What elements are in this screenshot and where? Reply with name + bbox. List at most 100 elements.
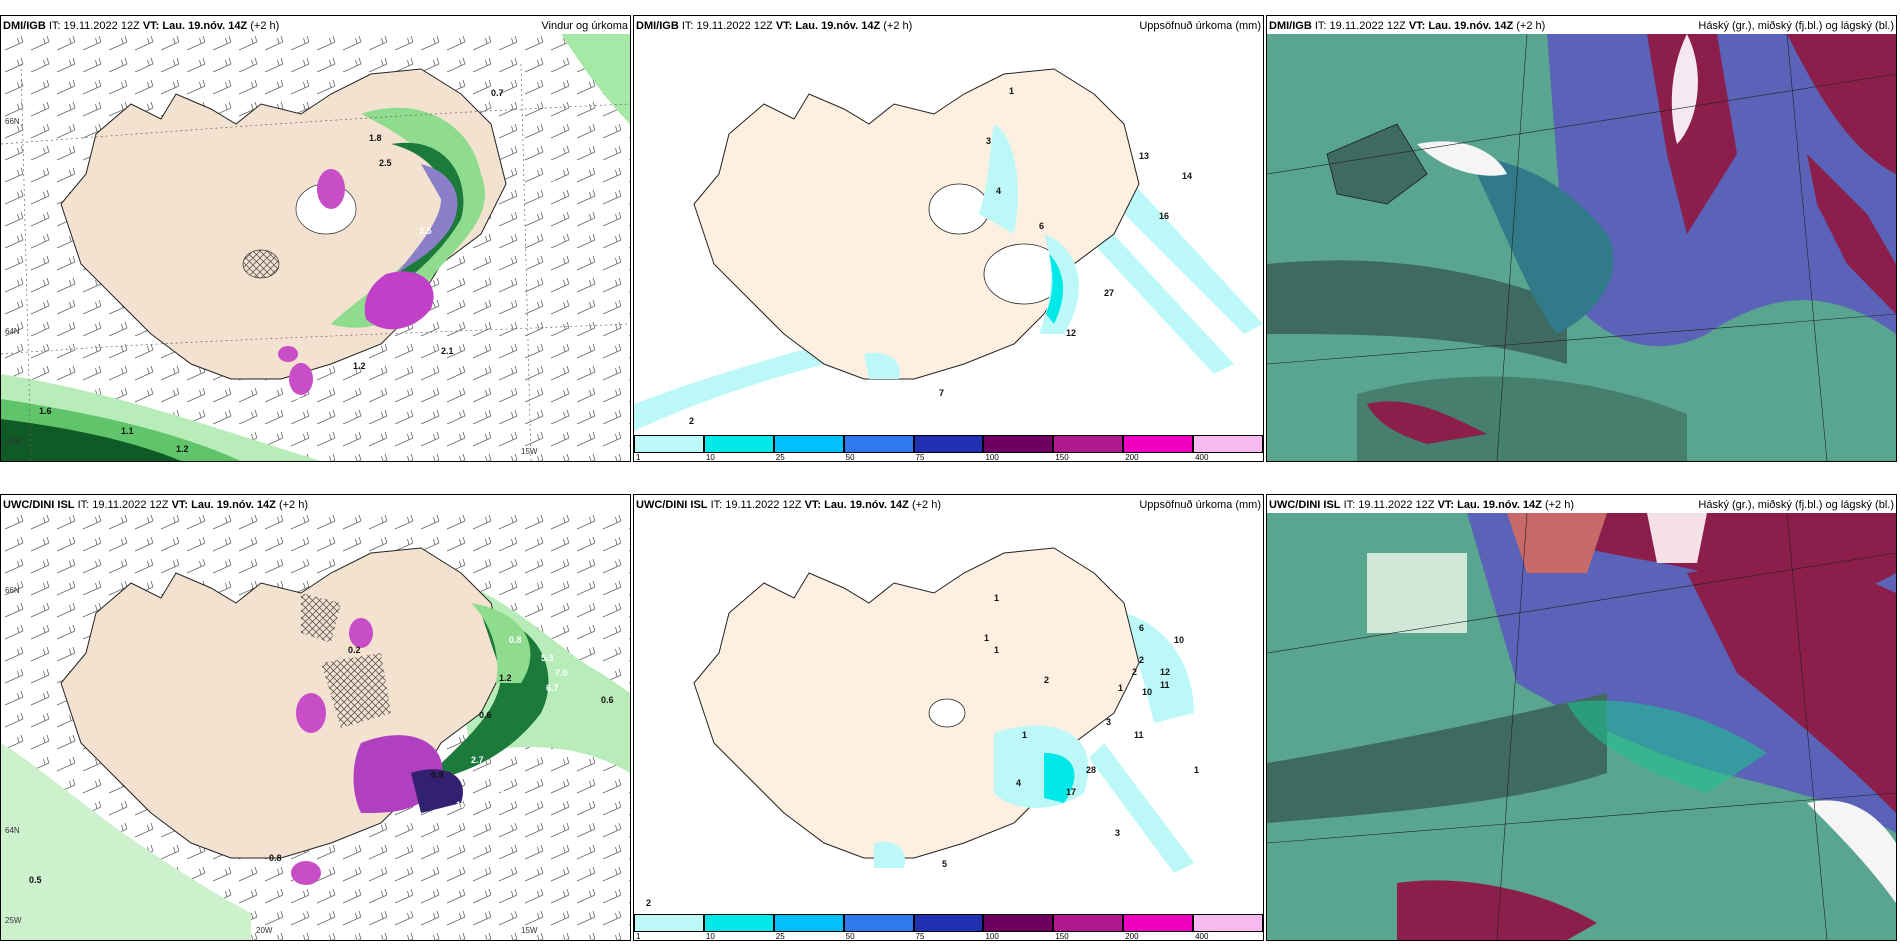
value-label: 16 (1159, 211, 1169, 221)
valid-time: Lau. 19.nóv. 14Z (162, 20, 248, 32)
value-label: 6 (1139, 623, 1144, 633)
value-label: 1 (994, 645, 999, 655)
value-label: 5 (942, 859, 947, 869)
value-label: 10 (1142, 687, 1152, 697)
value-label: 2 (689, 416, 694, 426)
panel-accum-precip-uwc: UWC/DINI ISL IT: 19.11.2022 12Z VT: Lau.… (633, 494, 1264, 941)
colorbar-swatch (703, 435, 774, 453)
valid-time: Lau. 19.nóv. 14Z (191, 499, 276, 511)
lat-label: 66N (5, 586, 20, 595)
lead-time: (+2 h) (911, 499, 942, 511)
vt-prefix: VT: (804, 499, 822, 511)
value-label: 3 (986, 136, 991, 146)
value-label: 0.6 (479, 710, 492, 720)
wind-map: 66N 64N 25W 20W 15W 0.8 5.3 7.0 6.7 0.6 … (1, 513, 630, 940)
value-label: 28 (1086, 765, 1096, 775)
value-label: 7.0 (555, 668, 568, 678)
init-time: 19.11.2022 12Z (1358, 499, 1435, 511)
value-label: 1.1 (121, 426, 134, 436)
it-prefix: IT: (77, 499, 90, 511)
accum-map-canvas: 1 3 4 6 13 14 16 27 12 7 2 (634, 34, 1263, 431)
colorbar-swatch (1193, 435, 1263, 453)
lat-label: 64N (5, 327, 20, 336)
colorbar-tick: 1 (636, 932, 641, 941)
it-prefix: IT: (681, 20, 694, 32)
model-name: DMI/IGB (636, 20, 679, 32)
lead-time: (+2 h) (883, 20, 913, 32)
value-label: 0.2 (348, 645, 361, 655)
value-label: 3.5 (419, 226, 432, 236)
cloud-map-canvas (1267, 513, 1896, 940)
colorbar-swatch (1193, 914, 1263, 932)
value-label: 12 (1160, 667, 1170, 677)
colorbar-swatch (913, 914, 984, 932)
colorbar-swatch (1123, 914, 1194, 932)
colorbar-tick: 50 (845, 453, 855, 462)
value-label: 1 (1118, 683, 1123, 693)
panel-title: Uppsöfnuð úrkoma (mm) (1139, 20, 1261, 32)
vt-prefix: VT: (142, 20, 160, 32)
vt-prefix: VT: (171, 499, 189, 511)
panel-title: Uppsöfnuð úrkoma (mm) (1139, 499, 1261, 511)
lead-time: (+2 h) (250, 20, 280, 32)
colorbar-swatch (983, 435, 1054, 453)
value-label: 6.7 (546, 683, 559, 693)
panel-wind-precip-dmi: DMI/IGB IT: 19.11.2022 12Z VT: Lau. 19.n… (0, 15, 631, 462)
cloud-map (1267, 513, 1896, 940)
value-label: 4 (1016, 778, 1021, 788)
panel-accum-precip-dmi: DMI/IGB IT: 19.11.2022 12Z VT: Lau. 19.n… (633, 15, 1264, 462)
value-label: 5.3 (541, 653, 554, 663)
value-label: 0.7 (491, 88, 504, 98)
value-label: 1 (984, 633, 989, 643)
panel-cloud-cover-uwc: UWC/DINI ISL IT: 19.11.2022 12Z VT: Lau.… (1266, 494, 1897, 941)
valid-time: Lau. 19.nóv. 14Z (824, 499, 909, 511)
accum-map: 1 3 4 6 13 14 16 27 12 7 2 (634, 34, 1263, 431)
lat-label: 64N (5, 826, 20, 835)
init-time: 19.11.2022 12Z (696, 20, 773, 32)
model-name: DMI/IGB (1269, 20, 1312, 32)
colorbar-tick: 25 (775, 932, 785, 941)
colorbar-tick: 150 (1055, 932, 1069, 941)
value-label: 2.5 (379, 158, 392, 168)
value-label: 5.7 (516, 262, 529, 272)
colorbar-tick: 200 (1125, 453, 1139, 462)
colorbar-tick: 10 (705, 932, 715, 941)
value-label: 2 (1132, 667, 1137, 677)
panel-header: DMI/IGB IT: 19.11.2022 12Z VT: Lau. 19.n… (1269, 18, 1894, 34)
value-label: 0.8 (269, 853, 282, 863)
colorbar-swatch (913, 435, 984, 453)
value-label: 4.3 (529, 201, 542, 211)
lon-label: 15W (521, 447, 538, 456)
it-prefix: IT: (48, 20, 61, 32)
value-label: 1.3 (466, 291, 479, 301)
colorbar-tick: 10 (705, 453, 715, 462)
panel-header: UWC/DINI ISL IT: 19.11.2022 12Z VT: Lau.… (1269, 497, 1894, 513)
colorbar-tick: 150 (1055, 453, 1069, 462)
cloud-map (1267, 34, 1896, 461)
value-label: 1.2 (353, 361, 366, 371)
panel-cloud-cover-dmi: DMI/IGB IT: 19.11.2022 12Z VT: Lau. 19.n… (1266, 15, 1897, 462)
valid-time: Lau. 19.nóv. 14Z (1457, 499, 1542, 511)
value-label: 1 (994, 593, 999, 603)
cloud-map-canvas (1267, 34, 1896, 461)
colorbar-tick: 400 (1195, 932, 1209, 941)
value-label: 1 (1022, 730, 1027, 740)
lead-time: (+2 h) (1516, 20, 1546, 32)
value-label: 1 (1009, 86, 1014, 96)
value-label: 2.1 (441, 346, 454, 356)
lon-label: 25W (5, 437, 22, 446)
colorbar-swatch (773, 435, 844, 453)
colorbar-swatch (634, 914, 704, 932)
colorbar-tick: 1 (636, 453, 641, 462)
panel-header: DMI/IGB IT: 19.11.2022 12Z VT: Lau. 19.n… (3, 18, 628, 34)
panel-header: UWC/DINI ISL IT: 19.11.2022 12Z VT: Lau.… (636, 497, 1261, 513)
valid-time: Lau. 19.nóv. 14Z (1428, 20, 1514, 32)
value-label: 1.6 (39, 406, 52, 416)
lon-label: 25W (5, 916, 22, 925)
panel-header: UWC/DINI ISL IT: 19.11.2022 12Z VT: Lau.… (3, 497, 628, 513)
value-label: 7 (939, 388, 944, 398)
valid-time: Lau. 19.nóv. 14Z (795, 20, 881, 32)
colorbar-swatch (983, 914, 1054, 932)
init-time: 19.11.2022 12Z (1329, 20, 1406, 32)
colorbar-legend: 1 10 25 50 75 100 150 200 400 (634, 431, 1263, 461)
